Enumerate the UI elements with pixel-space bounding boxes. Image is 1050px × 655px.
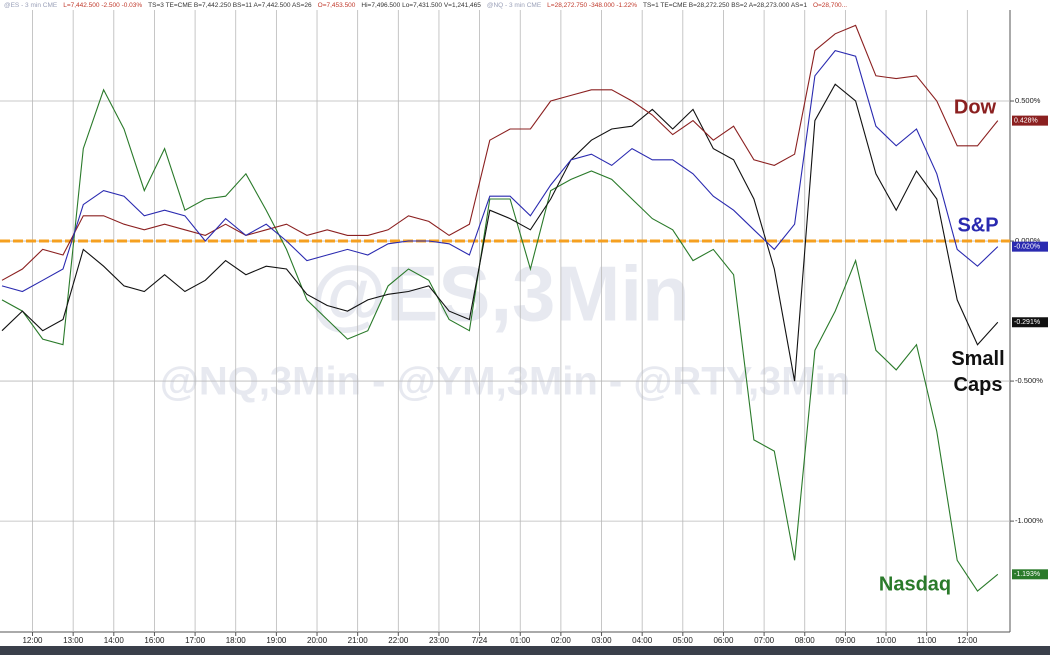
last-value-label: -0.020% <box>1014 243 1040 250</box>
series-label-line: Caps <box>954 374 1003 396</box>
series-line <box>1 49 999 293</box>
last-value-label: -1.193% <box>1014 571 1040 578</box>
header-item: @ES - 3 min CME <box>4 2 58 9</box>
series-line <box>1 24 999 281</box>
header: @ES - 3 min CME L=7,442.500 -2.500 -0.03%… <box>4 2 847 9</box>
header-item: TS=1 TE=CME B=28,272.250 BS=2 A=28,273.0… <box>643 2 807 9</box>
x-tick-label: 20:00 <box>307 636 328 645</box>
y-tick-label: -1.000% <box>1015 516 1043 525</box>
x-tick-label: 03:00 <box>592 636 613 645</box>
x-tick-label: 12:00 <box>22 636 43 645</box>
x-tick-label: 02:00 <box>551 636 572 645</box>
x-tick-label: 22:00 <box>388 636 409 645</box>
last-value-badge <box>1012 241 1048 252</box>
x-tick-label: 12:00 <box>957 636 978 645</box>
x-tick-label: 14:00 <box>104 636 125 645</box>
series-label: S&P <box>957 214 998 236</box>
series-label: Dow <box>954 96 997 118</box>
x-tick-label: 11:00 <box>917 636 937 645</box>
header-item: TS=3 TE=CME B=7,442.250 BS=11 A=7,442.50… <box>148 2 312 9</box>
x-tick-label: 21:00 <box>348 636 369 645</box>
series-line <box>1 88 999 592</box>
x-tick-label: 07:00 <box>754 636 775 645</box>
series-label-line: Small <box>951 348 1004 370</box>
x-tick-label: 23:00 <box>429 636 450 645</box>
x-tick-label: 7/24 <box>472 636 488 645</box>
y-tick-label: 0.000% <box>1015 236 1041 245</box>
last-value-badge <box>1012 569 1048 580</box>
x-tick-label: 19:00 <box>266 636 287 645</box>
x-tick-label: 06:00 <box>713 636 734 645</box>
x-tick-label: 18:00 <box>226 636 247 645</box>
series-label: Small Caps <box>951 348 1004 396</box>
x-tick-label: 13:00 <box>63 636 84 645</box>
x-tick-label: 08:00 <box>795 636 816 645</box>
header-item: L=28,272.750 -348.000 -1.22% <box>547 2 637 9</box>
header-item: Hi=7,496.500 Lo=7,431.500 V=1,241,465 <box>361 2 481 9</box>
x-tick-label: 16:00 <box>144 636 165 645</box>
y-tick-label: 0.500% <box>1015 96 1041 105</box>
y-tick-label: -0.500% <box>1015 376 1043 385</box>
bottom-bar <box>0 646 1050 655</box>
x-tick-label: 10:00 <box>876 636 897 645</box>
header-item: O=7,453.500 <box>318 2 356 9</box>
x-tick-label: 01:00 <box>510 636 531 645</box>
watermark: @ES,3Min <box>310 250 689 338</box>
header-item: @NQ - 3 min CME <box>487 2 542 9</box>
series-label: Nasdaq <box>879 573 951 595</box>
header-item: O=28,700... <box>813 2 847 9</box>
x-tick-label: 04:00 <box>632 636 653 645</box>
last-value-badge <box>1012 115 1048 126</box>
x-tick-label: 05:00 <box>673 636 694 645</box>
series-line <box>1 83 999 382</box>
x-tick-label: 17:00 <box>185 636 206 645</box>
last-value-label: 0.428% <box>1014 117 1038 124</box>
header-item: L=7,442.500 -2.500 -0.03% <box>63 2 142 9</box>
last-value-badge <box>1012 317 1048 328</box>
watermark: @NQ,3Min - @YM,3Min - @RTY,3Min <box>160 360 850 404</box>
last-value-label: -0.291% <box>1014 319 1040 326</box>
x-tick-label: 09:00 <box>835 636 856 645</box>
